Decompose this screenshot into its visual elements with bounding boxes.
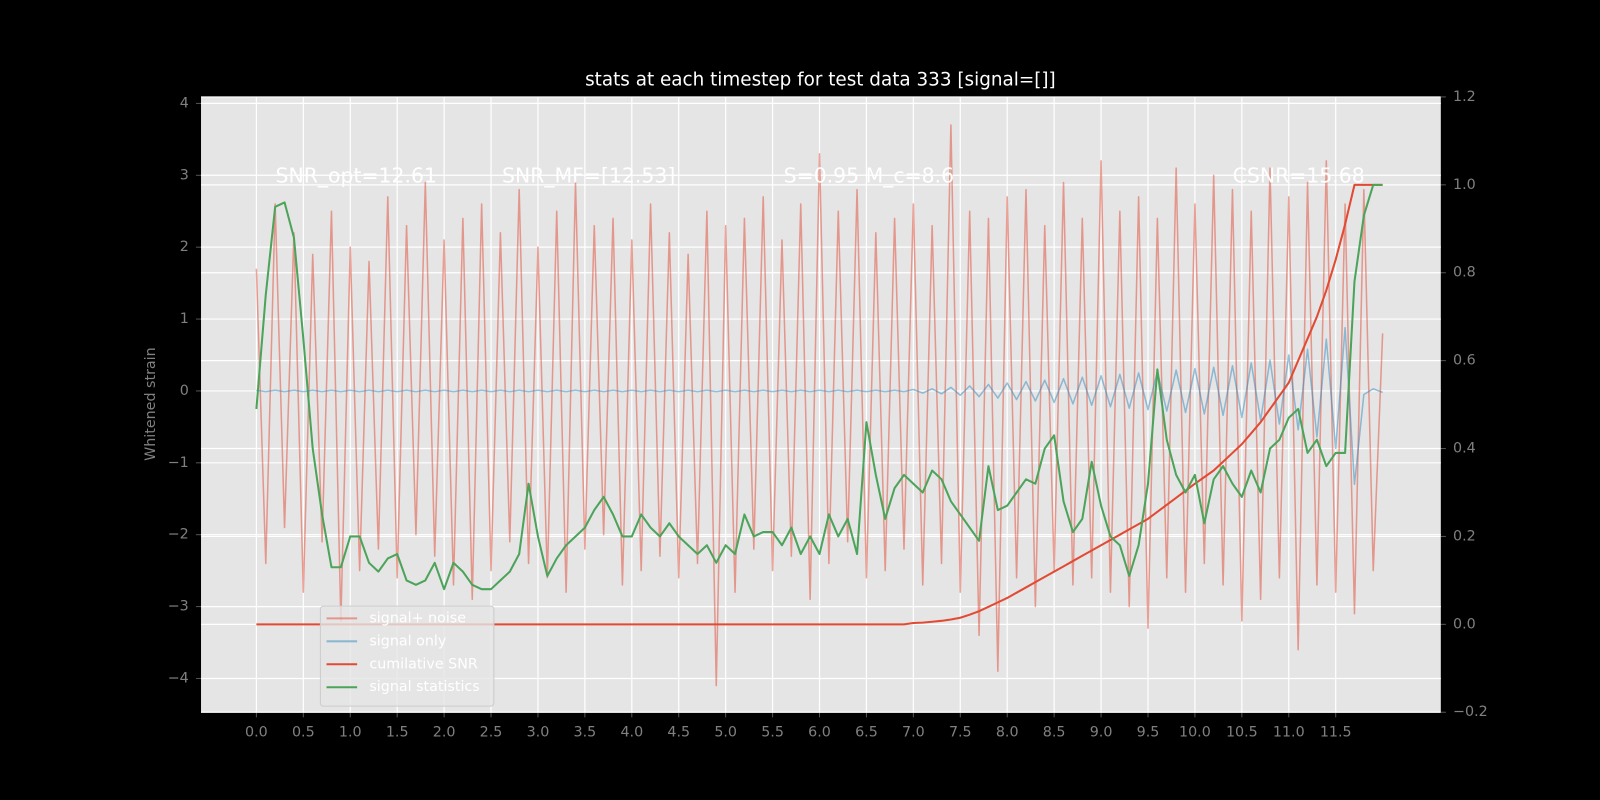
series-line — [255, 183, 1383, 591]
x-tick-label: 10.5 — [1226, 725, 1258, 741]
x-tick-label: 9.5 — [1137, 725, 1160, 741]
x-tick-label: 9.0 — [1090, 725, 1113, 741]
y-tick-label: 2 — [180, 239, 189, 255]
x-tick-label: 2.5 — [480, 725, 503, 741]
chart-title: stats at each timestep for test data 333… — [585, 70, 1056, 91]
y2-tick-label: −0.2 — [1453, 704, 1488, 720]
y2-tick-label: 1.0 — [1453, 177, 1476, 193]
x-tick-label: 3.0 — [527, 725, 550, 741]
legend-label: signal statistics — [369, 679, 479, 695]
x-tick-label: 0.0 — [245, 725, 268, 741]
annotation: S=0.95 M_c=8.6 — [784, 164, 954, 189]
x-tick-label: 2.0 — [433, 725, 456, 741]
y-tick-label: −3 — [168, 599, 189, 615]
x-tick-label: 5.5 — [761, 725, 784, 741]
y-tick-label: −4 — [168, 670, 189, 686]
annotation: SNR_MF=[12.53] — [502, 164, 675, 189]
y2-tick-label: 0.2 — [1453, 528, 1476, 544]
y-tick-label: 4 — [180, 95, 189, 111]
y2-tick-label: 0.0 — [1453, 616, 1476, 632]
y2-tick-label: 0.8 — [1453, 265, 1476, 281]
annotation: CSNR=15.68 — [1233, 164, 1365, 188]
y2-tick-label: 1.2 — [1453, 89, 1476, 105]
x-tick-label: 11.0 — [1273, 725, 1305, 741]
series-line — [255, 124, 1384, 687]
x-tick-label: 1.5 — [386, 725, 409, 741]
x-tick-label: 8.5 — [1043, 725, 1066, 741]
x-tick-label: 7.5 — [949, 725, 972, 741]
legend: signal+ noise signal only cumilative SNR si… — [319, 605, 495, 707]
legend-label: signal+ noise — [369, 610, 466, 626]
x-tick-label: 1.0 — [339, 725, 362, 741]
y-tick-label: −1 — [168, 455, 189, 471]
series-line — [256, 326, 1383, 486]
y-tick-label: −2 — [168, 527, 189, 543]
legend-box — [319, 605, 495, 707]
x-tick-label: 8.0 — [996, 725, 1019, 741]
y-tick-label: 1 — [180, 311, 189, 327]
y-tick-label: 3 — [180, 167, 189, 183]
x-tick-label: 0.5 — [292, 725, 315, 741]
legend-label: cumilative SNR — [369, 656, 477, 672]
x-tick-label: 6.5 — [855, 725, 878, 741]
y2-tick-label: 0.6 — [1453, 353, 1476, 369]
y-axis-label: Whitened strain — [143, 347, 159, 461]
x-tick-label: 10.0 — [1179, 725, 1211, 741]
x-tick-label: 11.5 — [1320, 725, 1352, 741]
x-tick-label: 3.5 — [574, 725, 597, 741]
y-tick-label: 0 — [180, 383, 189, 399]
x-tick-label: 5.0 — [714, 725, 737, 741]
x-tick-label: 6.0 — [808, 725, 831, 741]
x-tick-label: 7.0 — [902, 725, 925, 741]
annotation: SNR_opt=12.61 — [276, 164, 437, 189]
x-tick-label: 4.5 — [667, 725, 690, 741]
x-tick-label: 4.0 — [620, 725, 643, 741]
legend-label: signal only — [369, 633, 446, 649]
y2-tick-label: 0.4 — [1453, 441, 1476, 457]
